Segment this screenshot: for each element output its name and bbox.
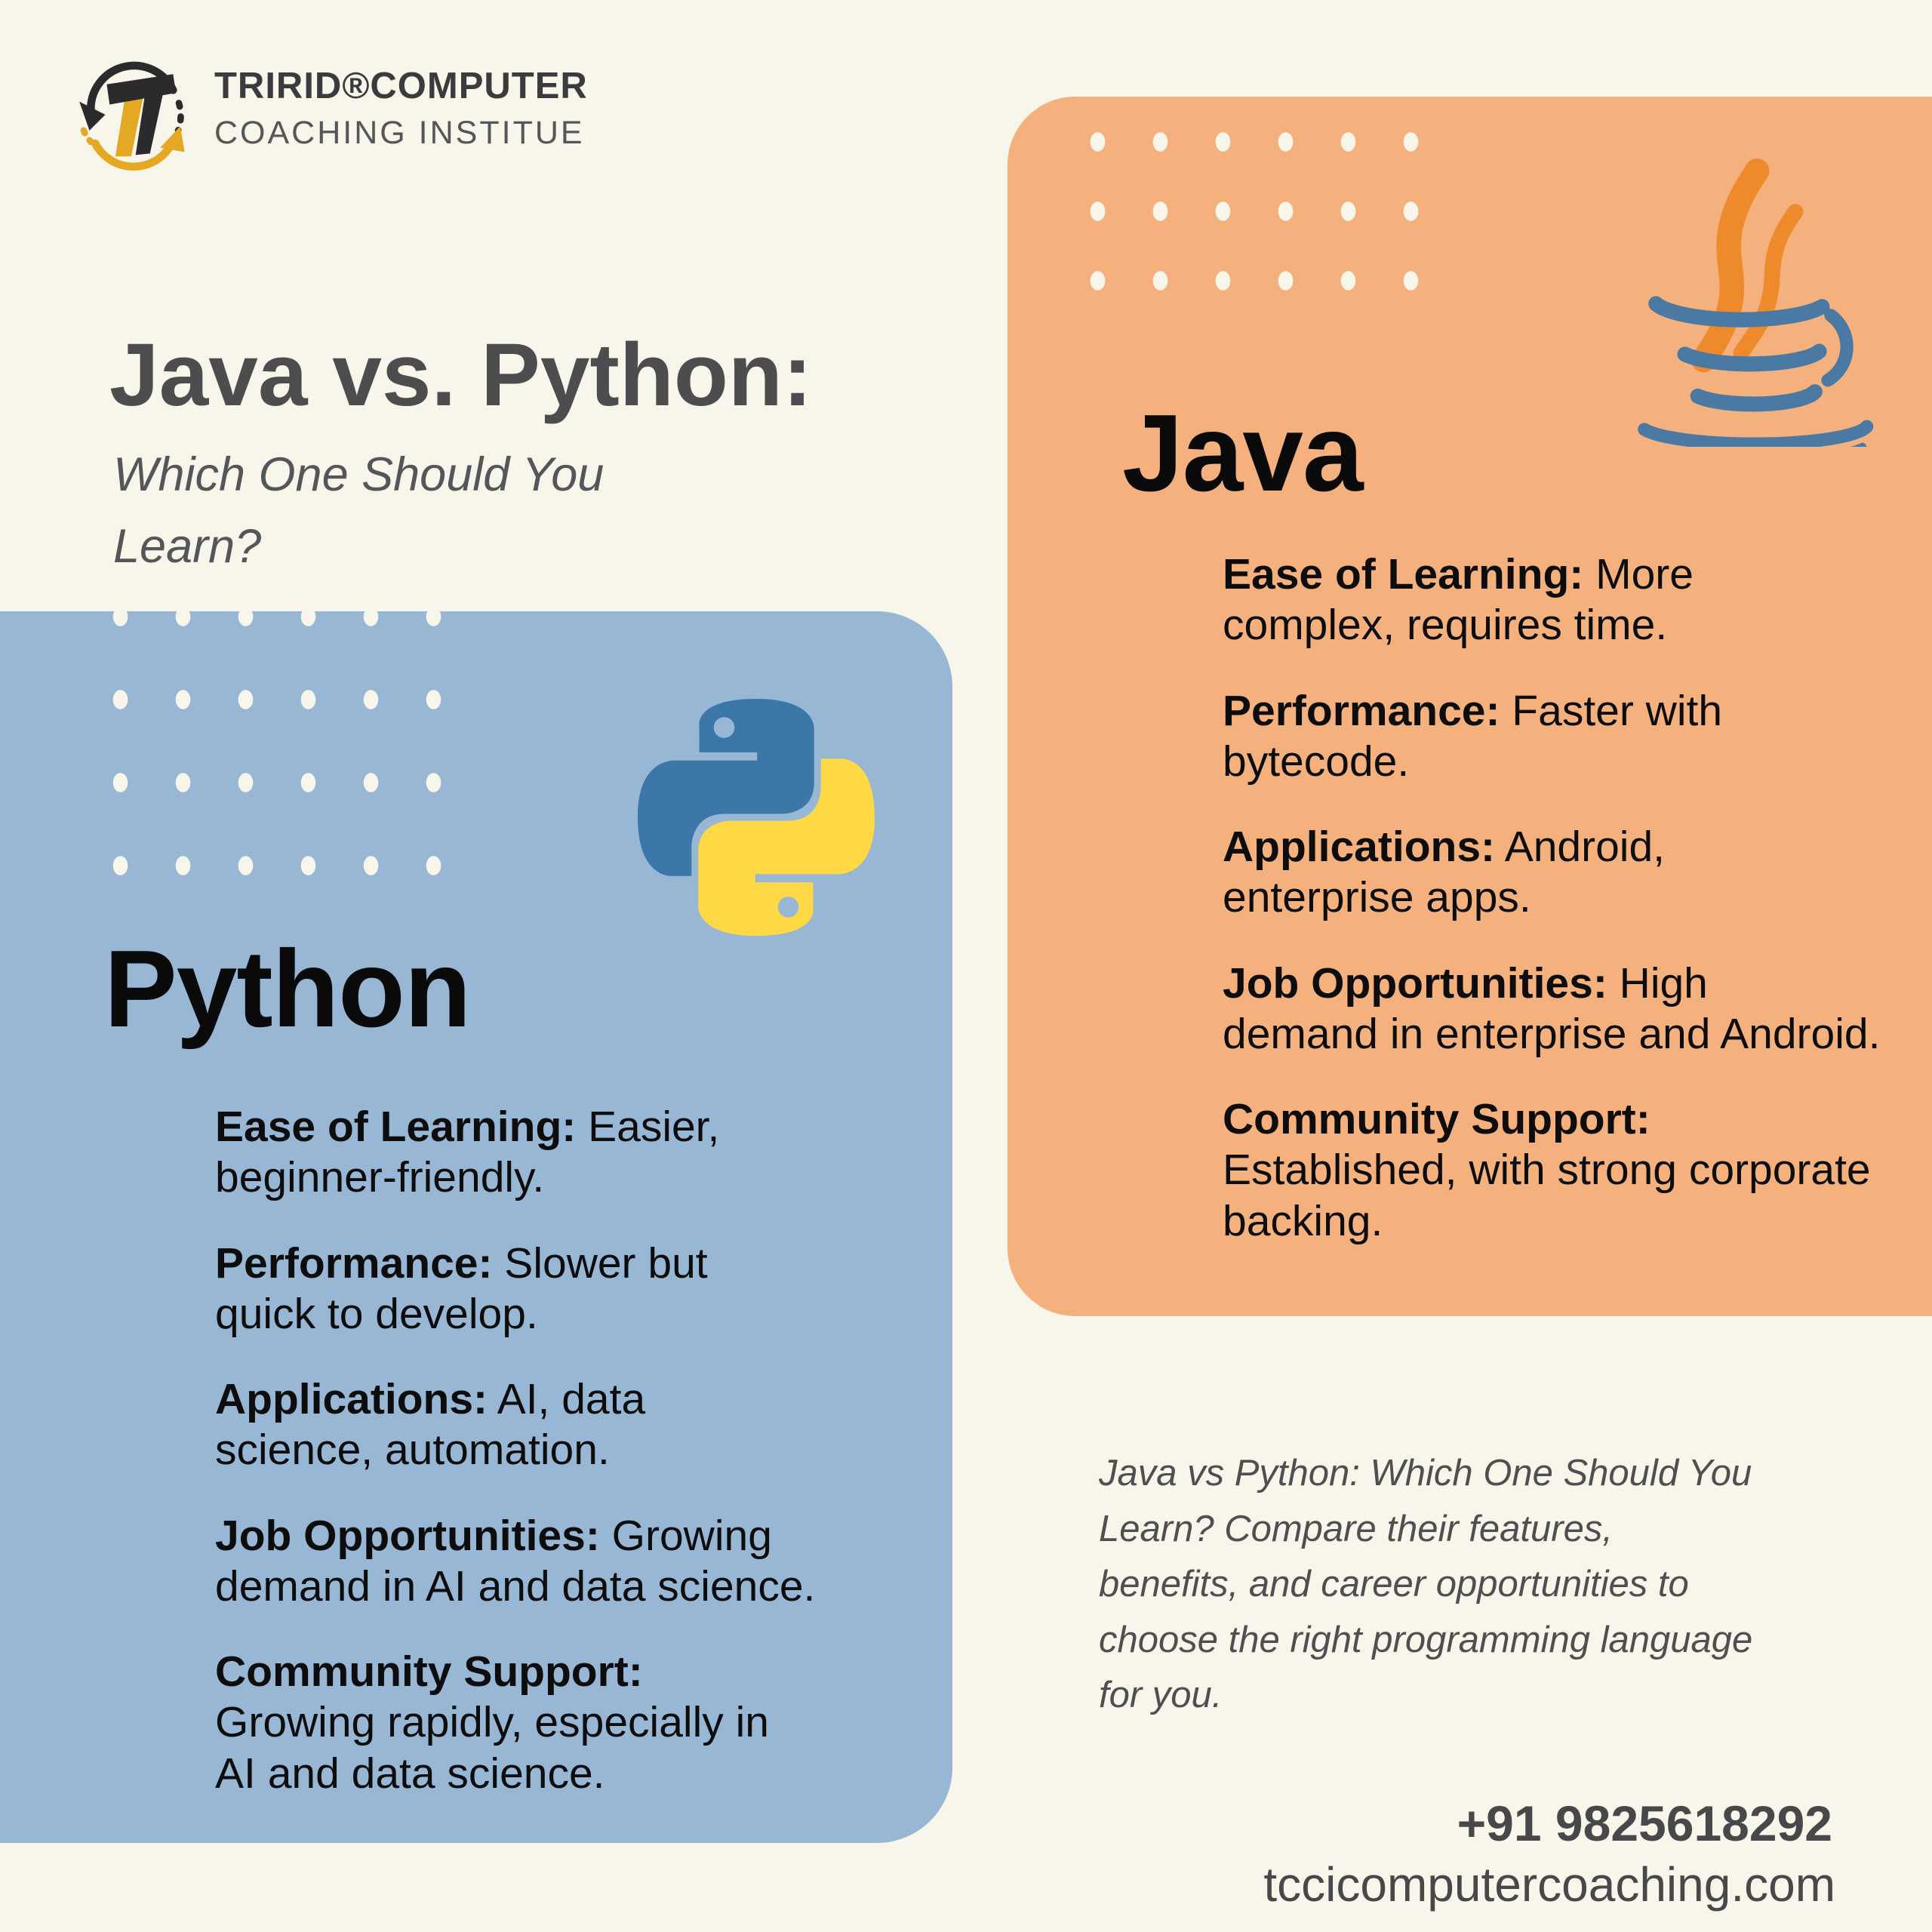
feature-text: Faster with bytecode.: [1223, 686, 1723, 786]
feature-label: Ease of Learning:: [215, 1103, 577, 1151]
feature-text: Established, with strong corporate backi…: [1223, 1146, 1871, 1245]
feature-text: Easier, beginner-friendly.: [215, 1103, 720, 1202]
brand-logo: TRIRID®COMPUTER COACHING INSTITUE: [65, 45, 588, 178]
feature-item: Applications: AI, data science, automati…: [215, 1374, 928, 1476]
feature-item: Ease of Learning: More complex, requires…: [1223, 549, 1917, 651]
feature-item: Ease of Learning: Easier, beginner-frien…: [215, 1102, 928, 1204]
feature-item: Job Opportunities: High demand in enterp…: [1223, 958, 1917, 1060]
feature-text: Android, enterprise apps.: [1223, 823, 1666, 922]
feature-text: Growing demand in AI and data science.: [215, 1511, 816, 1611]
feature-item: Community Support: Established, with str…: [1223, 1094, 1917, 1247]
feature-text: AI, data science, automation.: [215, 1375, 646, 1475]
page-title: Java vs. Python:: [109, 325, 813, 425]
feature-item: Performance: Faster with bytecode.: [1223, 686, 1917, 788]
feature-text: High demand in enterprise and Android.: [1223, 958, 1881, 1058]
campaign-description: Java vs Python: Which One Should You Lea…: [1099, 1453, 1753, 1715]
feature-label: Job Opportunities:: [1223, 958, 1607, 1008]
python-card: Python Ease of Learning: Easier, beginne…: [0, 611, 952, 1843]
feature-label: Performance:: [215, 1238, 493, 1287]
java-feature-list: Ease of Learning: More complex, requires…: [1223, 549, 1917, 1281]
website-url: tccicomputercoaching.com: [1263, 1857, 1835, 1912]
dot-grid-pattern: [89, 611, 465, 907]
page-subtitle: Which One Should You Learn?: [113, 448, 605, 573]
feature-label: Performance:: [1223, 686, 1500, 735]
feature-label: Community Support:: [1223, 1095, 1651, 1143]
feature-text: Slower but quick to develop.: [215, 1238, 708, 1338]
java-card: Java Ease of Learning: More complex, req…: [1008, 97, 1932, 1316]
python-feature-list: Ease of Learning: Easier, beginner-frien…: [215, 1102, 928, 1834]
dot-grid-pattern: [1066, 107, 1442, 315]
feature-item: Applications: Android, enterprise apps.: [1223, 822, 1917, 924]
feature-label: Community Support:: [215, 1647, 643, 1696]
feature-label: Job Opportunities:: [215, 1511, 600, 1560]
python-logo-icon: [638, 699, 875, 936]
feature-label: Applications:: [215, 1375, 488, 1423]
feature-item: Performance: Slower but quick to develop…: [215, 1238, 928, 1340]
feature-text: More complex, requires time.: [1223, 550, 1694, 650]
tririd-logo-icon: [79, 61, 185, 171]
feature-label: Ease of Learning:: [1223, 550, 1584, 598]
feature-item: Job Opportunities: Growing demand in AI …: [215, 1511, 928, 1613]
feature-text: Growing rapidly, especially in AI and da…: [215, 1698, 769, 1798]
java-coffee-cup-icon: [1638, 158, 1874, 447]
python-card-title: Python: [104, 928, 471, 1050]
feature-item: Community Support: Growing rapidly, espe…: [215, 1647, 928, 1799]
brand-name: TRIRID®COMPUTER: [214, 66, 588, 106]
feature-label: Applications:: [1223, 823, 1496, 871]
phone-number: +91 9825618292: [1457, 1795, 1832, 1851]
java-card-title: Java: [1122, 392, 1364, 514]
brand-tagline: COACHING INSTITUE: [214, 115, 585, 151]
